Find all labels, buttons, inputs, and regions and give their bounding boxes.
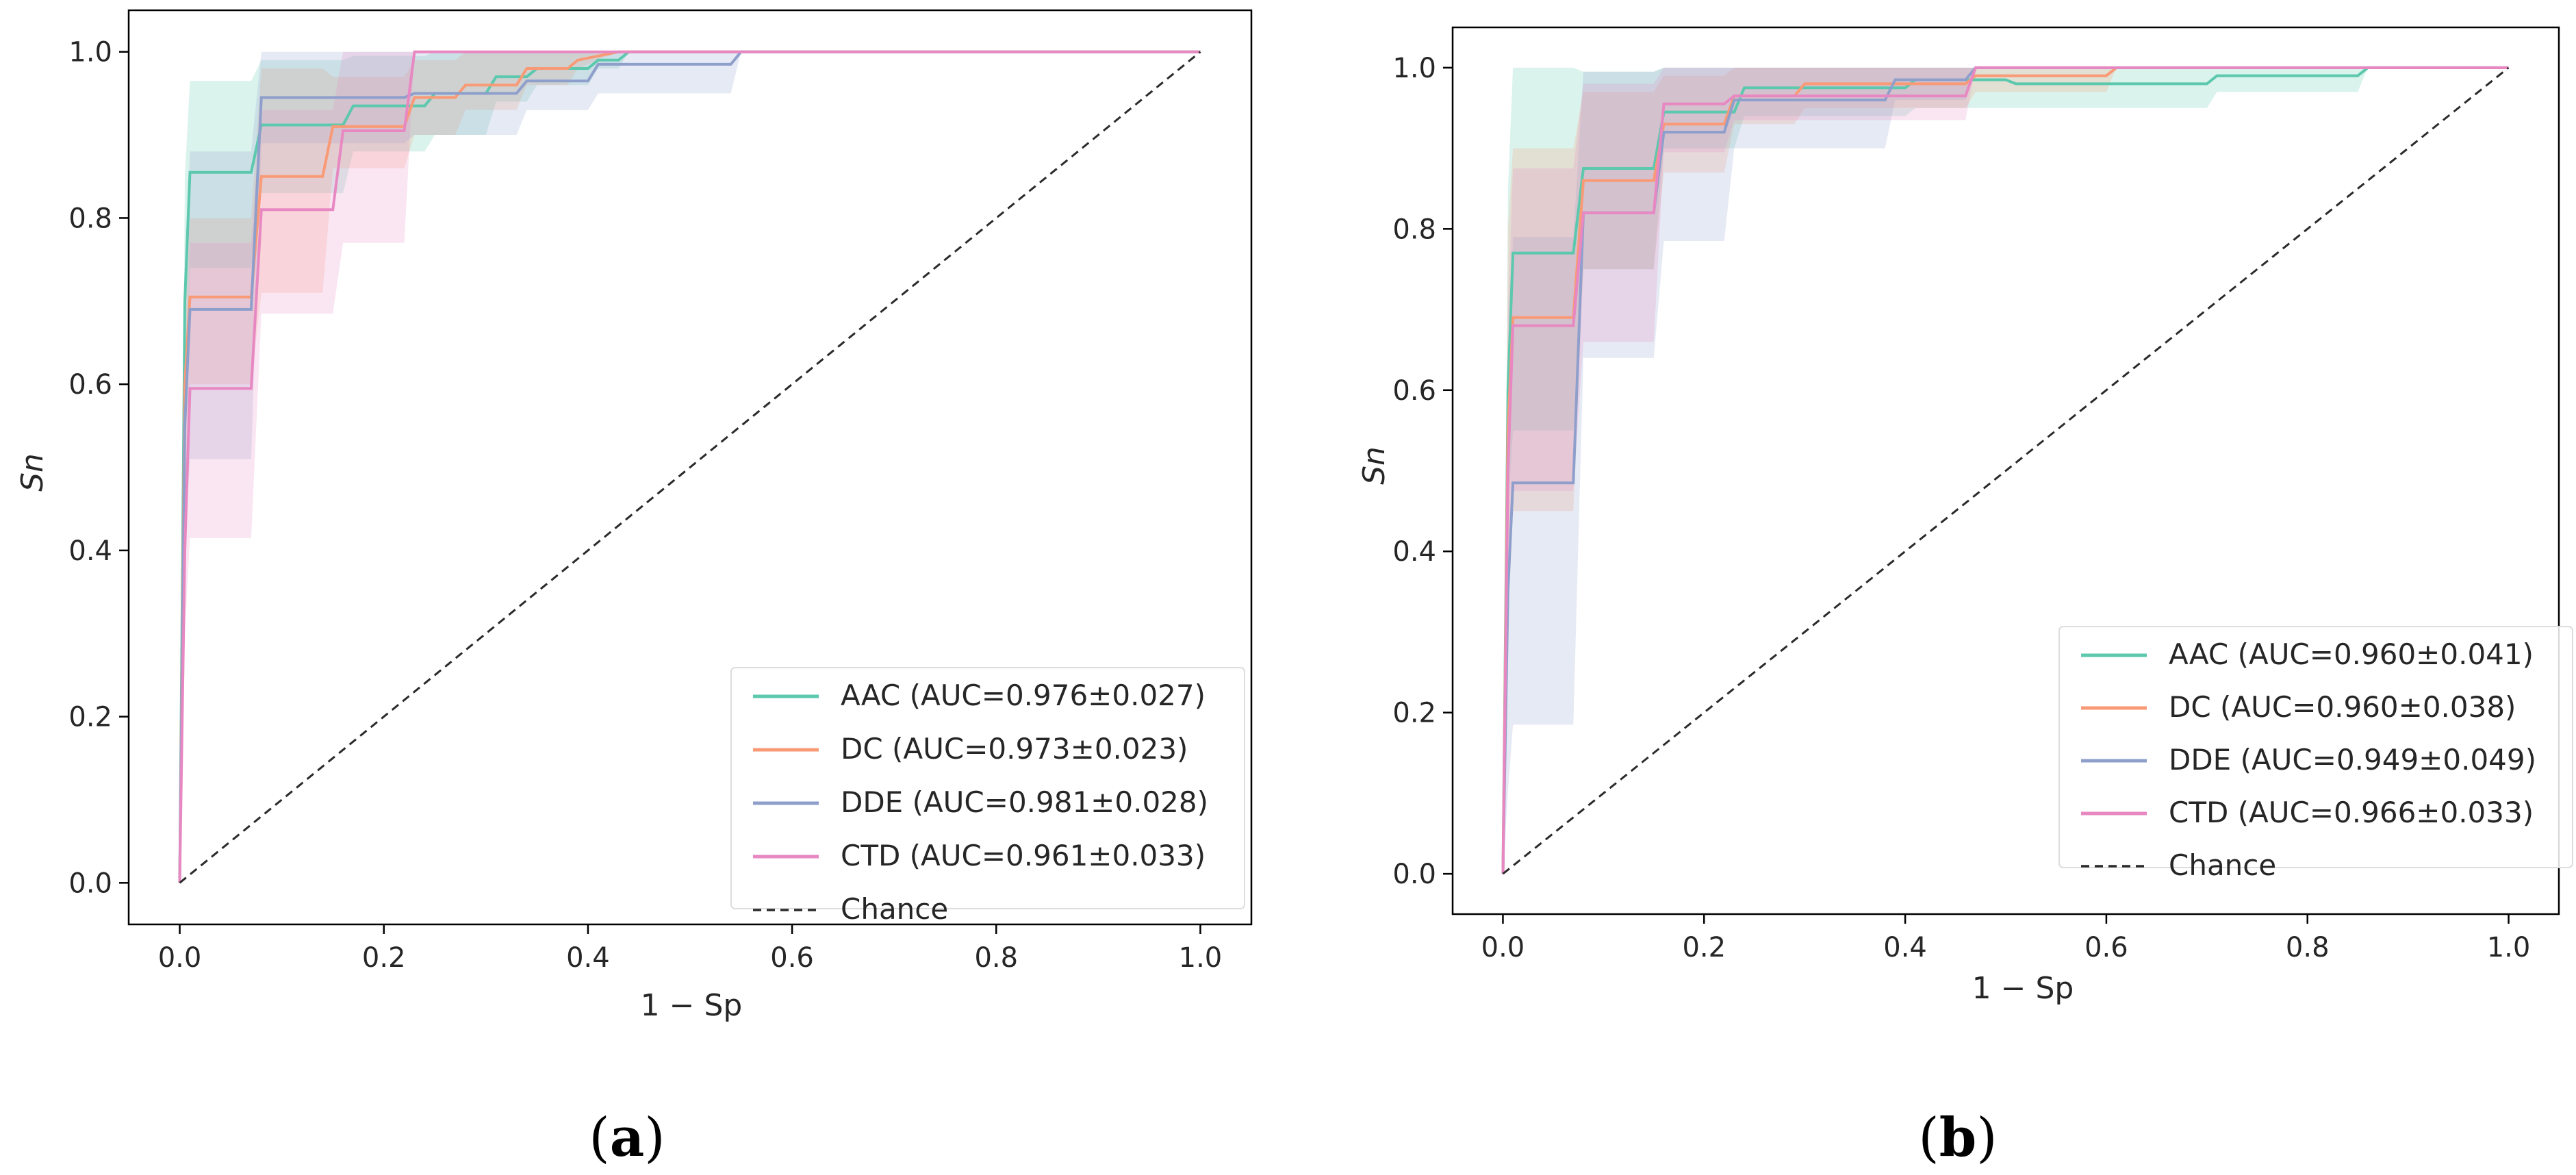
confidence-band-aac [179,51,1201,883]
x-axis-label: 1 − Sp [641,988,743,1023]
legend: AAC (AUC=0.976±0.027) DC (AUC=0.973±0.023… [730,667,1245,926]
x-tick-label: 0.6 [770,942,814,974]
panel-label: (a) [589,1107,665,1169]
confidence-band-ctd [179,51,1201,883]
y-tick-label: 0.6 [68,369,112,401]
confidence-band-dde [1503,67,2509,874]
roc-curve-aac [1501,66,2509,874]
legend-label-aac: AAC (AUC=0.976±0.027) [841,679,1206,712]
x-tick-label: 0.4 [566,942,610,974]
y-tick-label: 0.8 [1392,214,1436,245]
legend-box [730,667,1245,909]
plot-frame [127,9,1253,926]
panel-label-letter: b [1939,1107,1977,1169]
roc-curve-dc [1501,66,2509,874]
x-tick-label: 0.2 [1682,932,1726,963]
legend-label-aac: AAC (AUC=0.960±0.041) [2169,637,2534,671]
roc-lines [178,50,1201,884]
panel-label-close: ) [644,1107,665,1169]
legend-box [2058,626,2573,868]
x-tick-label: 0.0 [158,942,202,974]
y-tick-label: 0.2 [68,702,112,733]
confidence-band-dde [179,51,1201,883]
x-tick-label: 1.0 [1179,942,1223,974]
y-tick-label: 0.6 [1392,375,1436,407]
x-tick-label: 1.0 [2487,932,2531,963]
x-tick-label: 0.2 [362,942,406,974]
plot-frame [1451,26,2560,915]
chart-panel-b: 0.0 0.2 0.4 0.6 0.8 1.0 0.0 0.2 0.4 0.6 0.8 1.0 1 … [1357,26,2573,1169]
confidence-band-dc [1503,67,2509,874]
x-axis-ticks: 0.0 0.2 0.4 0.6 0.8 1.0 [1481,914,2531,963]
y-tick-label: 0.0 [68,868,112,899]
roc-curve-ctd [178,50,1201,883]
legend-label-dde: DDE (AUC=0.981±0.028) [841,785,1208,819]
panel-label: (b) [1918,1107,1997,1169]
legend-label-dc: DC (AUC=0.960±0.038) [2169,690,2516,724]
roc-curve-ctd [1501,66,2509,874]
y-axis-label: Sn [15,453,50,492]
legend-label-chance: Chance [2169,848,2276,882]
confidence-band-ctd [1503,67,2509,874]
y-axis-ticks: 0.0 0.2 0.4 0.6 0.8 1.0 [68,37,129,899]
panel-label-open: ( [1918,1107,1939,1169]
panel-label-open: ( [589,1107,609,1169]
confidence-band-aac [1503,67,2509,874]
roc-curve-dde [178,50,1201,883]
y-tick-label: 0.2 [1392,698,1436,729]
panel-label-letter: a [610,1107,645,1169]
x-tick-label: 0.0 [1481,932,1525,963]
x-axis-label: 1 − Sp [1972,971,2074,1006]
x-tick-label: 0.8 [974,942,1018,974]
y-tick-label: 0.4 [1392,536,1436,568]
chance-line [179,51,1201,884]
roc-curve-dde [1501,66,2509,874]
x-axis-ticks: 0.0 0.2 0.4 0.6 0.8 1.0 [158,924,1223,974]
legend: AAC (AUC=0.960±0.041) DC (AUC=0.960±0.038… [2058,626,2573,882]
legend-label-ctd: CTD (AUC=0.966±0.033) [2169,796,2534,829]
legend-label-dc: DC (AUC=0.973±0.023) [841,732,1188,766]
legend-label-dde: DDE (AUC=0.949±0.049) [2169,743,2536,776]
chart-panel-a: 0.0 0.2 0.4 0.6 0.8 1.0 0.0 0.2 0.4 0.6 0.8 1.0 1 … [15,9,1253,1169]
legend-label-chance: Chance [841,892,948,926]
roc-curve-dc [178,50,1201,883]
panel-label-close: ) [1976,1107,1997,1169]
y-tick-label: 0.0 [1392,859,1436,890]
confidence-band-dc [179,51,1201,883]
y-tick-label: 1.0 [68,37,112,68]
x-tick-label: 0.4 [1883,932,1927,963]
y-tick-label: 1.0 [1392,53,1436,84]
chance-line [1502,66,2510,875]
y-axis-label: Sn [1357,446,1392,485]
y-axis-ticks: 0.0 0.2 0.4 0.6 0.8 1.0 [1392,53,1453,890]
roc-lines [1501,66,2510,875]
x-tick-label: 0.6 [2084,932,2128,963]
confidence-bands [179,51,1201,883]
x-tick-label: 0.8 [2286,932,2330,963]
confidence-bands [1503,67,2509,874]
y-tick-label: 0.4 [68,535,112,567]
legend-label-ctd: CTD (AUC=0.961±0.033) [841,839,1206,872]
y-tick-label: 0.8 [68,203,112,234]
